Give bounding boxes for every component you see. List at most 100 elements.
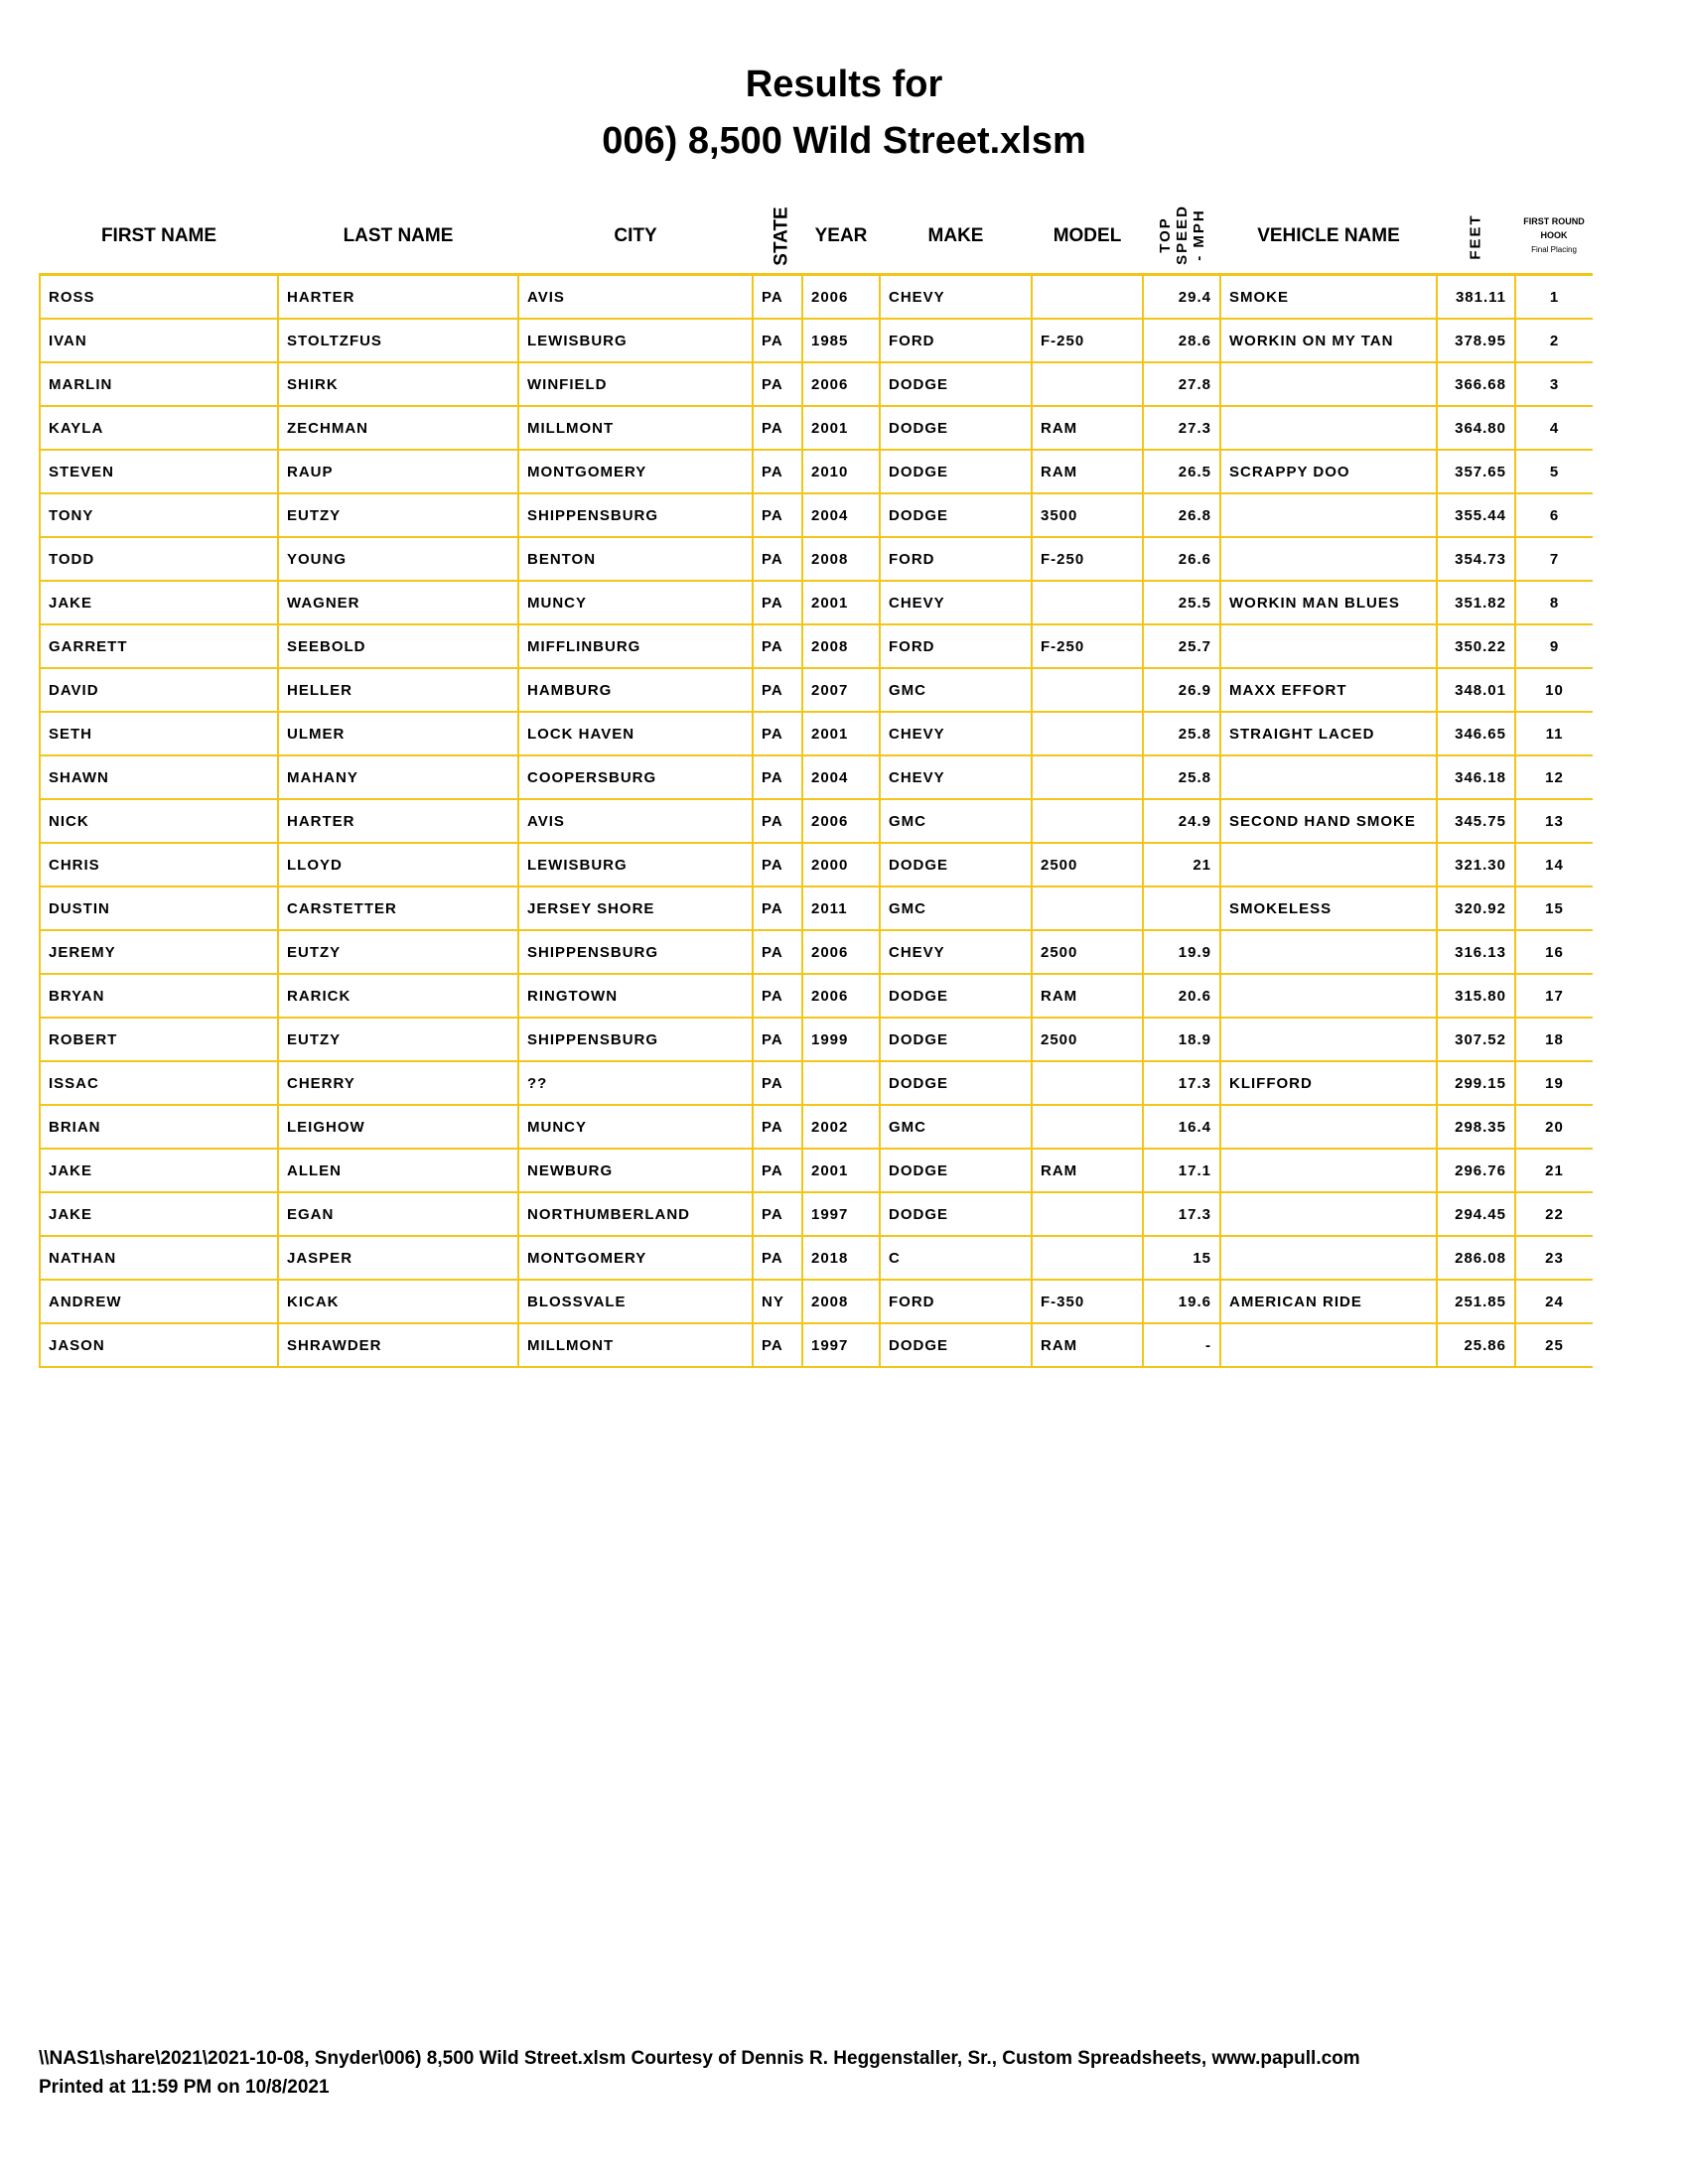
cell-top-speed: 25.7 [1142,624,1220,669]
cell-last-name: ULMER [277,712,518,756]
cell-feet: 320.92 [1436,887,1515,931]
header-top-speed-label: TOP SPEED - MPH [1156,205,1207,265]
table-row: ANDREW KICAK BLOSSVALE NY 2008 FORD F-350 19.6 A… [39,1280,1593,1324]
cell-last-name: STOLTZFUS [277,319,518,363]
page-title: Results for [745,64,943,105]
cell-placing: 14 [1514,843,1593,887]
cell-placing: 2 [1514,319,1593,363]
table-row: DUSTIN CARSTETTER JERSEY SHORE PA 2011 GMC SMO… [39,887,1593,931]
cell-feet: 355.44 [1436,493,1515,538]
cell-city: SHIPPENSBURG [517,930,753,975]
cell-feet: 321.30 [1436,843,1515,887]
cell-feet: 345.75 [1436,799,1515,844]
cell-last-name: SHRAWDER [277,1323,518,1368]
cell-city: MONTGOMERY [517,1236,753,1281]
header-year: YEAR [802,199,880,276]
cell-model [1031,1236,1143,1281]
cell-year: 1997 [801,1192,880,1237]
cell-state: PA [752,406,802,451]
cell-top-speed: 25.5 [1142,581,1220,625]
cell-vehicle-name [1219,755,1437,800]
cell-placing: 13 [1514,799,1593,844]
cell-state: PA [752,799,802,844]
footer-path: \\NAS1\share\2021\2021-10-08, Snyder\006… [39,2048,1360,2069]
header-row: FIRST NAME LAST NAME CITY STATE YEAR MAK… [40,199,1593,276]
cell-model: 3500 [1031,493,1143,538]
cell-year: 2006 [801,799,880,844]
header-state-label: STATE [771,205,792,266]
cell-year: 2011 [801,887,880,931]
cell-state: PA [752,274,802,320]
cell-make: GMC [879,668,1032,713]
cell-first-name: SETH [39,712,278,756]
header-model: MODEL [1032,199,1143,276]
cell-top-speed: 24.9 [1142,799,1220,844]
cell-feet: 251.85 [1436,1280,1515,1324]
table-row: KAYLA ZECHMAN MILLMONT PA 2001 DODGE RAM 27.3 36… [39,406,1593,451]
cell-last-name: YOUNG [277,537,518,582]
cell-placing: 3 [1514,362,1593,407]
cell-placing: 5 [1514,450,1593,494]
cell-vehicle-name: WORKIN MAN BLUES [1219,581,1437,625]
cell-city: MILLMONT [517,1323,753,1368]
cell-city: RINGTOWN [517,974,753,1019]
cell-first-name: BRIAN [39,1105,278,1150]
cell-first-name: TONY [39,493,278,538]
cell-first-name: SHAWN [39,755,278,800]
cell-make: DODGE [879,362,1032,407]
cell-last-name: LEIGHOW [277,1105,518,1150]
cell-model [1031,362,1143,407]
cell-first-name: TODD [39,537,278,582]
cell-top-speed: 27.3 [1142,406,1220,451]
cell-placing: 20 [1514,1105,1593,1150]
cell-year: 2008 [801,1280,880,1324]
cell-feet: 25.86 [1436,1323,1515,1368]
cell-last-name: JASPER [277,1236,518,1281]
cell-city: NEWBURG [517,1149,753,1193]
cell-feet: 348.01 [1436,668,1515,713]
cell-last-name: HARTER [277,274,518,320]
cell-first-name: DUSTIN [39,887,278,931]
cell-top-speed: 25.8 [1142,712,1220,756]
cell-make: DODGE [879,450,1032,494]
cell-vehicle-name [1219,624,1437,669]
footer-printed: Printed at 11:59 PM on 10/8/2021 [39,2077,330,2098]
cell-make: DODGE [879,1323,1032,1368]
cell-vehicle-name [1219,1018,1437,1062]
table-row: IVAN STOLTZFUS LEWISBURG PA 1985 FORD F-250 28.… [39,319,1593,363]
cell-make: C [879,1236,1032,1281]
cell-placing: 19 [1514,1061,1593,1106]
cell-state: PA [752,624,802,669]
cell-city: LEWISBURG [517,319,753,363]
cell-city: MUNCY [517,1105,753,1150]
cell-model: F-250 [1031,624,1143,669]
header-feet: FEET [1437,199,1515,276]
cell-top-speed: 26.8 [1142,493,1220,538]
cell-city: ?? [517,1061,753,1106]
cell-state: PA [752,668,802,713]
table-row: JAKE ALLEN NEWBURG PA 2001 DODGE RAM 17.1 296.76… [39,1149,1593,1193]
table-row: DAVID HELLER HAMBURG PA 2007 GMC 26.9 MAXX EFFO… [39,668,1593,713]
cell-vehicle-name [1219,406,1437,451]
header-city: CITY [518,199,753,276]
cell-state: PA [752,755,802,800]
cell-make: GMC [879,887,1032,931]
cell-last-name: MAHANY [277,755,518,800]
cell-placing: 21 [1514,1149,1593,1193]
cell-make: DODGE [879,493,1032,538]
cell-model [1031,755,1143,800]
cell-vehicle-name [1219,1192,1437,1237]
cell-city: AVIS [517,799,753,844]
cell-last-name: ALLEN [277,1149,518,1193]
cell-last-name: RARICK [277,974,518,1019]
cell-make: FORD [879,537,1032,582]
cell-top-speed: 18.9 [1142,1018,1220,1062]
header-state: STATE [753,199,802,276]
cell-placing: 10 [1514,668,1593,713]
cell-first-name: ROBERT [39,1018,278,1062]
cell-model [1031,274,1143,320]
cell-year: 1999 [801,1018,880,1062]
cell-state: PA [752,843,802,887]
cell-make: DODGE [879,1018,1032,1062]
cell-city: JERSEY SHORE [517,887,753,931]
